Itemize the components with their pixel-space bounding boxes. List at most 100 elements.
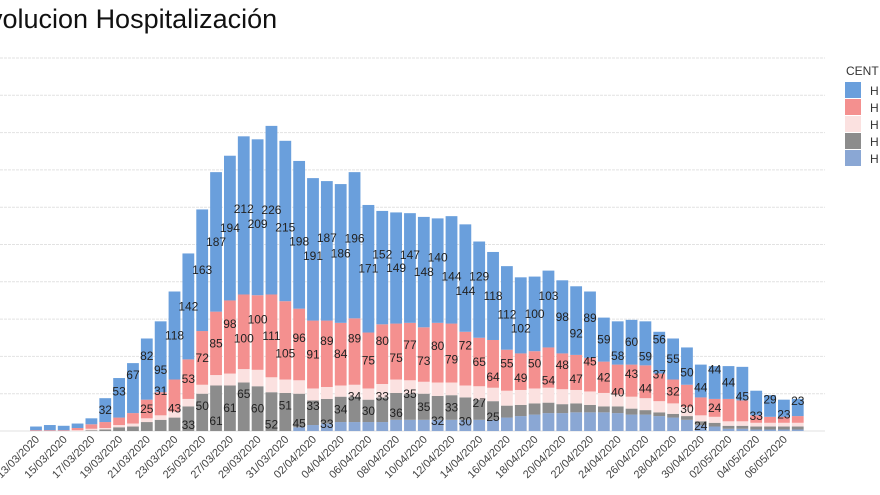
data-label: 25 [486, 410, 500, 424]
data-label: 215 [275, 221, 295, 235]
data-label: 61 [223, 401, 237, 415]
data-label: 89 [320, 334, 334, 348]
bar-segment [791, 422, 804, 427]
data-label: 148 [414, 265, 434, 279]
bar-segment [251, 386, 264, 431]
bar-segment [307, 178, 319, 321]
data-label: 43 [168, 402, 182, 416]
bar-segment [348, 318, 361, 385]
bar-segment [196, 331, 209, 385]
bar-segment [224, 155, 236, 301]
data-label: 95 [154, 363, 168, 377]
bar-segment [376, 422, 389, 431]
bar-segment [404, 380, 416, 394]
bar-segment [542, 387, 555, 403]
bar-segment [404, 213, 416, 323]
bar-segment [348, 172, 361, 319]
bar-segment [154, 321, 167, 393]
bar-segment [778, 422, 790, 427]
data-label: 118 [165, 329, 184, 343]
bar-segment [487, 339, 499, 388]
bar-segment [473, 399, 486, 420]
bar-segment [265, 392, 278, 431]
bar-segment [487, 387, 499, 402]
bar-segment [224, 373, 236, 386]
bar-segment [473, 337, 486, 387]
bar-segment [127, 426, 139, 431]
data-label: 25 [140, 402, 154, 416]
data-label: 54 [542, 374, 556, 388]
bar-segment [570, 286, 583, 355]
legend-label: H [870, 152, 879, 166]
bar-segment [653, 412, 666, 417]
bar-segment [750, 415, 763, 423]
data-label: 33 [306, 399, 320, 413]
bar-segment [348, 422, 361, 431]
data-label: 23 [777, 408, 791, 422]
bar-segment [307, 388, 319, 401]
bar-segment [431, 382, 444, 396]
data-label: 209 [248, 217, 268, 231]
bar-segment [362, 388, 375, 400]
bar-segment [210, 172, 222, 312]
bar-segment [722, 398, 735, 422]
bar-segment [168, 417, 181, 431]
bar-segment [30, 426, 42, 431]
bar-segment [210, 385, 222, 431]
data-label: 43 [625, 367, 639, 381]
bar-segment [265, 125, 278, 295]
bar-segment [265, 294, 278, 378]
bar-segment [293, 380, 306, 394]
bar-segment [43, 425, 56, 431]
bar-segment [127, 363, 139, 414]
data-label: 100 [248, 313, 268, 327]
bar-segment [639, 414, 652, 431]
bar-segment [376, 397, 389, 423]
bar-segment [293, 393, 306, 428]
data-label: 72 [459, 339, 473, 353]
bar-segment [791, 426, 804, 430]
bar-segment [445, 419, 458, 431]
bar-segment [625, 396, 638, 409]
bar-segment [307, 425, 319, 431]
bar-segment [362, 422, 375, 431]
data-label: 50 [528, 356, 542, 370]
bar-segment [528, 388, 541, 404]
bar-segment [584, 357, 596, 392]
bar-segment [196, 209, 209, 332]
bar-segment [459, 397, 472, 420]
data-label: 163 [192, 263, 212, 277]
data-label: 60 [625, 335, 639, 349]
bar-segment [597, 317, 610, 362]
bar-segment [154, 415, 167, 420]
bar-segment [431, 419, 444, 431]
data-label: 82 [140, 349, 154, 363]
bar-segment [334, 322, 347, 386]
bar-segment [694, 415, 707, 422]
bar-segment [501, 266, 513, 350]
bar-segment [113, 427, 125, 431]
bar-segment [653, 416, 666, 431]
legend-swatch [845, 150, 861, 166]
data-label: 44 [639, 381, 653, 395]
data-label: 59 [597, 333, 611, 347]
data-label: 55 [666, 352, 680, 366]
data-label: 59 [639, 349, 653, 363]
data-label: 75 [389, 351, 403, 365]
data-label: 79 [445, 353, 459, 367]
data-label: 98 [223, 317, 237, 331]
data-label: 84 [334, 347, 348, 361]
bar-segment [334, 396, 347, 423]
bar-segment [625, 319, 638, 365]
bar-segment [431, 395, 444, 420]
data-label: 27 [473, 396, 487, 410]
bar-segment [597, 406, 610, 413]
bar-segment [390, 419, 402, 431]
bar-segment [293, 427, 306, 431]
bar-segment [597, 361, 610, 393]
bar-segment [85, 424, 98, 429]
bar-segment [113, 378, 125, 418]
bar-segment [639, 365, 652, 399]
bar-segment [681, 347, 693, 385]
chart-title: volucion Hospitalización [0, 4, 278, 34]
